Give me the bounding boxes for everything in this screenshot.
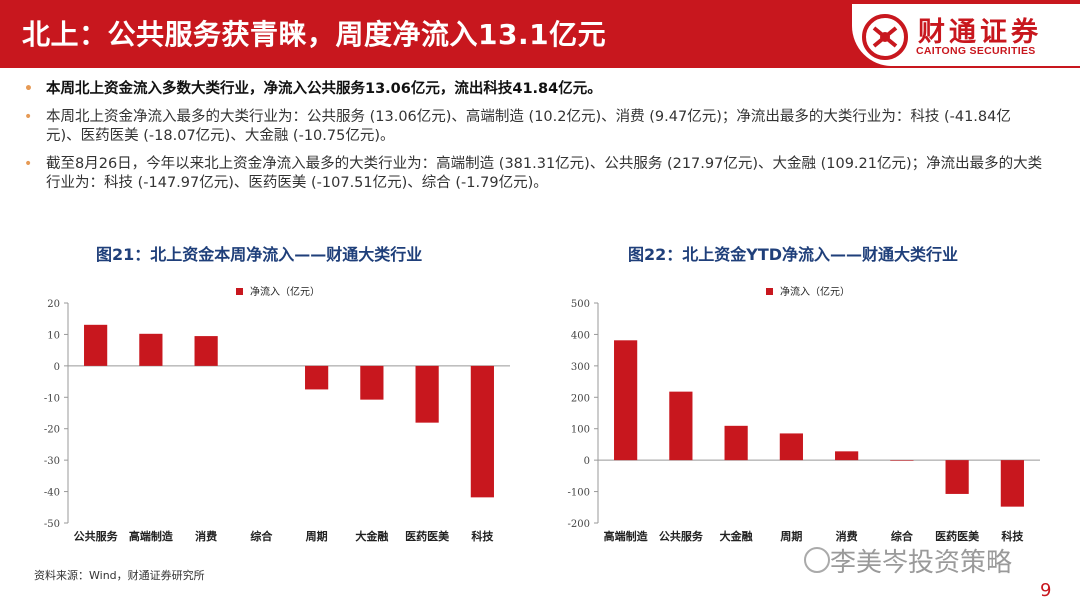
header-bar: 北上：公共服务获青睐，周度净流入13.1亿元 财通证券 CAITONG SECU…: [0, 0, 1080, 68]
bullet-dot-icon: •: [24, 81, 33, 97]
bar: [415, 365, 439, 423]
y-tick-label: -20: [44, 425, 60, 436]
bar: [614, 340, 638, 461]
bar: [890, 460, 914, 461]
x-tick-label: 周期: [306, 529, 328, 543]
bullet-item: • 截至8月26日，今年以来北上资金净流入最多的大类行业为：高端制造 (381.…: [24, 155, 1044, 193]
bar: [724, 425, 748, 461]
bullet-list: • 本周北上资金流入多数大类行业，净流入公共服务13.06亿元，流出科技41.8…: [24, 80, 1044, 202]
legend-swatch: [766, 288, 773, 295]
chart-ytd-net-inflow: 净流入（亿元） 500 400 300 200 100 0 -100 -200 高端制造 公共服务 大…: [568, 285, 1040, 543]
bar: [305, 365, 329, 390]
bar: [139, 333, 163, 366]
wechat-icon: [804, 547, 830, 573]
chart-weekly-net-inflow: 净流入（亿元） 20 10 0 -10 -20 -30 -40 -50 公共服务 高端制造 消费 综合 周…: [44, 285, 510, 543]
x-tick-label: 综合: [891, 529, 914, 543]
chart-title-left: 图21：北上资金本周净流入——财通大类行业: [96, 245, 423, 264]
y-tick-label: 10: [47, 330, 60, 341]
x-tick-label: 消费: [195, 529, 217, 543]
x-tick-label: 大金融: [355, 529, 388, 543]
logo-text-cn: 财通证券: [918, 17, 1042, 48]
bullet-item: • 本周北上资金净流入最多的大类行业为：公共服务 (13.06亿元)、高端制造 …: [24, 108, 1044, 146]
chart-title-right: 图22：北上资金YTD净流入——财通大类行业: [628, 245, 959, 264]
y-tick-label: -30: [44, 456, 60, 467]
y-tick-label: 400: [571, 330, 590, 341]
x-tick-label: 科技: [1001, 529, 1024, 543]
x-tick-label: 高端制造: [604, 529, 649, 543]
y-tick-label: 200: [571, 393, 590, 404]
source-note: 资料来源：Wind，财通证券研究所: [34, 569, 205, 582]
bar: [779, 433, 803, 461]
y-tick-label: 100: [571, 425, 590, 436]
x-tick-label: 高端制造: [129, 529, 174, 543]
bullet-dot-icon: •: [24, 109, 33, 125]
bar: [835, 451, 859, 461]
y-tick-label: -50: [44, 519, 60, 530]
bar: [1000, 460, 1024, 507]
x-tick-label: 消费: [836, 529, 858, 543]
bullet-text: 截至8月26日，今年以来北上资金净流入最多的大类行业为：高端制造 (381.31…: [46, 156, 1043, 191]
y-tick-label: -100: [568, 488, 590, 499]
bar: [84, 324, 108, 366]
bar: [470, 365, 494, 498]
legend-label: 净流入（亿元）: [780, 285, 850, 298]
y-tick-label: 500: [571, 299, 590, 310]
bar: [945, 460, 969, 494]
watermark-text: 李美岑投资策略: [830, 548, 1013, 578]
x-tick-label: 周期: [780, 529, 802, 543]
bar: [360, 365, 384, 400]
bullet-text: 本周北上资金流入多数大类行业，净流入公共服务13.06亿元，流出科技41.84亿…: [46, 81, 602, 97]
bullet-text: 本周北上资金净流入最多的大类行业为：公共服务 (13.06亿元)、高端制造 (1…: [46, 109, 1011, 144]
x-tick-label: 医药医美: [405, 529, 450, 543]
y-tick-label: 0: [54, 362, 60, 373]
bar: [194, 336, 218, 366]
y-tick-label: -10: [44, 393, 60, 404]
x-tick-label: 综合: [250, 529, 273, 543]
y-tick-label: 20: [47, 299, 60, 310]
x-tick-label: 公共服务: [74, 529, 119, 543]
x-tick-label: 科技: [471, 529, 494, 543]
page-title: 北上：公共服务获青睐，周度净流入13.1亿元: [22, 18, 607, 51]
x-tick-label: 医药医美: [935, 529, 980, 543]
y-tick-label: 0: [584, 456, 590, 467]
logo-icon: [862, 14, 908, 60]
logo-text-en: CAITONG SECURITIES: [916, 45, 1036, 57]
bar: [669, 391, 693, 461]
y-tick-label: -200: [568, 519, 590, 530]
legend-label: 净流入（亿元）: [250, 285, 320, 298]
bullet-item: • 本周北上资金流入多数大类行业，净流入公共服务13.06亿元，流出科技41.8…: [24, 80, 1044, 99]
x-tick-label: 大金融: [720, 529, 753, 543]
bullet-dot-icon: •: [24, 156, 33, 172]
page-number: 9: [1040, 580, 1052, 601]
y-tick-label: 300: [571, 362, 590, 373]
legend-swatch: [236, 288, 243, 295]
brand-logo: 财通证券 CAITONG SECURITIES: [852, 4, 1080, 66]
y-tick-label: -40: [44, 488, 60, 499]
x-tick-label: 公共服务: [659, 529, 704, 543]
